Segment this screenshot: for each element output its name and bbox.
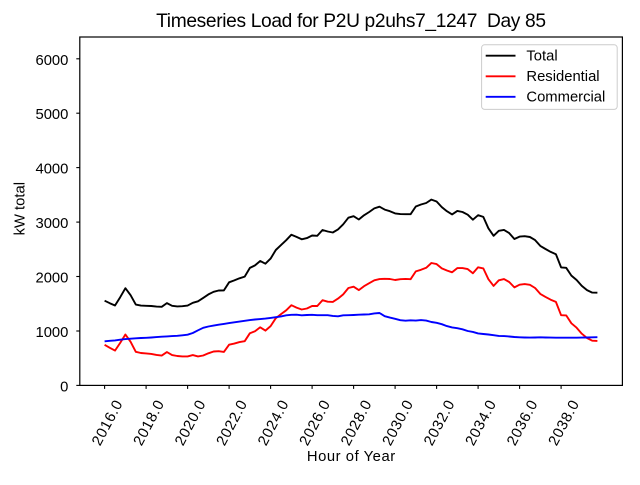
svg-text:4000: 4000 — [35, 162, 68, 178]
svg-text:6000: 6000 — [35, 53, 68, 69]
svg-text:Total: Total — [526, 48, 557, 64]
svg-text:1000: 1000 — [35, 325, 68, 341]
svg-text:Hour of Year: Hour of Year — [307, 449, 396, 465]
svg-text:Residential: Residential — [526, 69, 599, 85]
svg-text:Timeseries Load for P2U p2uhs7: Timeseries Load for P2U p2uhs7_1247 Day … — [156, 11, 546, 32]
svg-text:3000: 3000 — [35, 216, 68, 232]
svg-text:5000: 5000 — [35, 107, 68, 123]
svg-text:kW total: kW total — [13, 182, 29, 235]
svg-text:0: 0 — [60, 379, 68, 395]
svg-text:2000: 2000 — [35, 271, 68, 287]
svg-text:Commercial: Commercial — [526, 89, 605, 105]
